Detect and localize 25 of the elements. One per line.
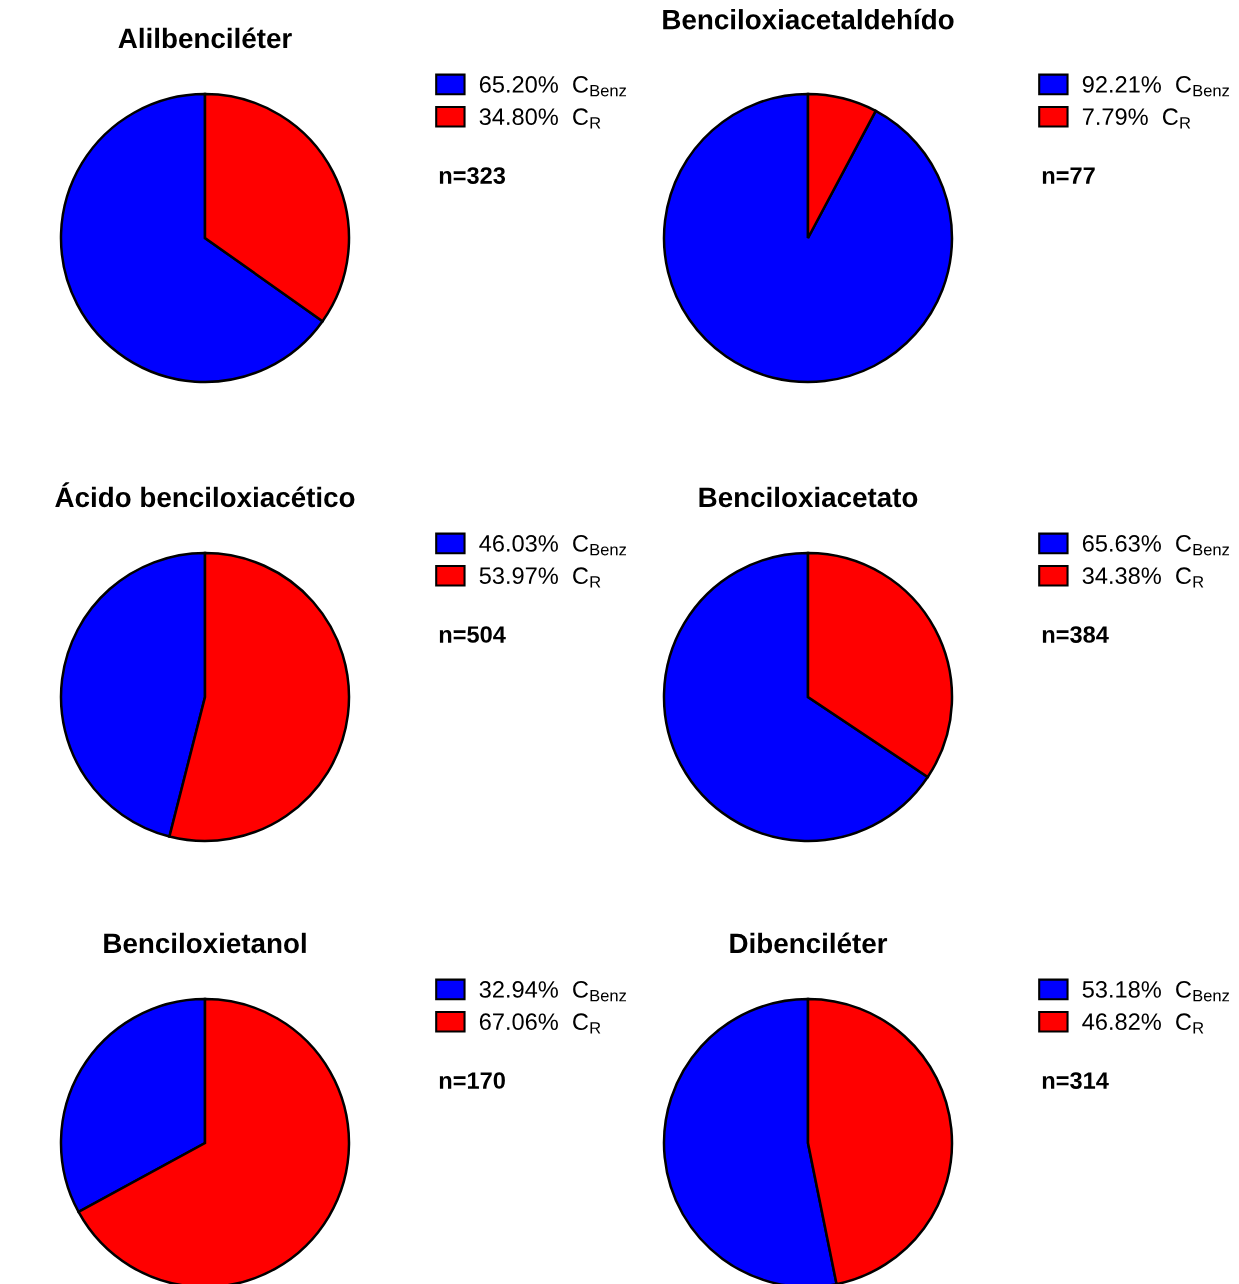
legend-label: 65.63% C$_{Benz}$ — [1082, 535, 1230, 556]
legend-label: 34.80% C$_{R}$ — [479, 108, 601, 129]
legend-label: 34.38% C$_{R}$ — [1082, 567, 1204, 588]
legend-label: 32.94% C$_{Benz}$ — [479, 981, 627, 1002]
legend-label: 46.82% C$_{R}$ — [1082, 1013, 1204, 1034]
legend-label: 67.06% C$_{R}$ — [479, 1013, 601, 1034]
legend-label: 65.20% C$_{Benz}$ — [479, 76, 627, 97]
text: n=504 — [439, 626, 506, 643]
legend-label: 53.97% C$_{R}$ — [479, 567, 601, 588]
text: n=77 — [1042, 167, 1095, 184]
chart-title: Benciloxietanol — [104, 932, 306, 954]
chart-title: Benciloxiacetaldehído — [663, 8, 954, 30]
pie-slice — [662, 92, 954, 384]
chart-title: Ácido benciloxiacético — [55, 482, 355, 508]
chart-title: Benciloxiacetato — [699, 486, 918, 508]
legend-label: 53.18% C$_{Benz}$ — [1082, 981, 1230, 1002]
text: n=314 — [1042, 1072, 1109, 1089]
text: n=323 — [439, 167, 506, 184]
chart-title: Alilbenciléter — [118, 27, 292, 49]
chart-title: Dibenciléter — [730, 932, 888, 954]
legend-label: 7.79% C$_{R}$ — [1082, 108, 1191, 129]
text: n=170 — [439, 1072, 505, 1089]
text: n=384 — [1042, 626, 1109, 643]
legend-label: 92.21% C$_{Benz}$ — [1082, 76, 1230, 97]
legend-label: 46.03% C$_{Benz}$ — [479, 535, 627, 556]
